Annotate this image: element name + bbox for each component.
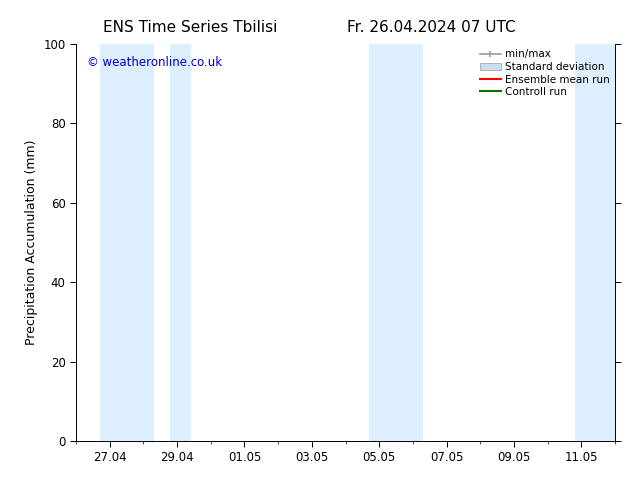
Bar <box>171 44 191 441</box>
Legend: min/max, Standard deviation, Ensemble mean run, Controll run: min/max, Standard deviation, Ensemble me… <box>478 47 612 99</box>
Bar <box>100 44 153 441</box>
Bar <box>369 44 423 441</box>
Text: Fr. 26.04.2024 07 UTC: Fr. 26.04.2024 07 UTC <box>347 20 515 35</box>
Text: ENS Time Series Tbilisi: ENS Time Series Tbilisi <box>103 20 278 35</box>
Bar <box>574 44 615 441</box>
Y-axis label: Precipitation Accumulation (mm): Precipitation Accumulation (mm) <box>25 140 38 345</box>
Text: © weatheronline.co.uk: © weatheronline.co.uk <box>87 56 222 69</box>
